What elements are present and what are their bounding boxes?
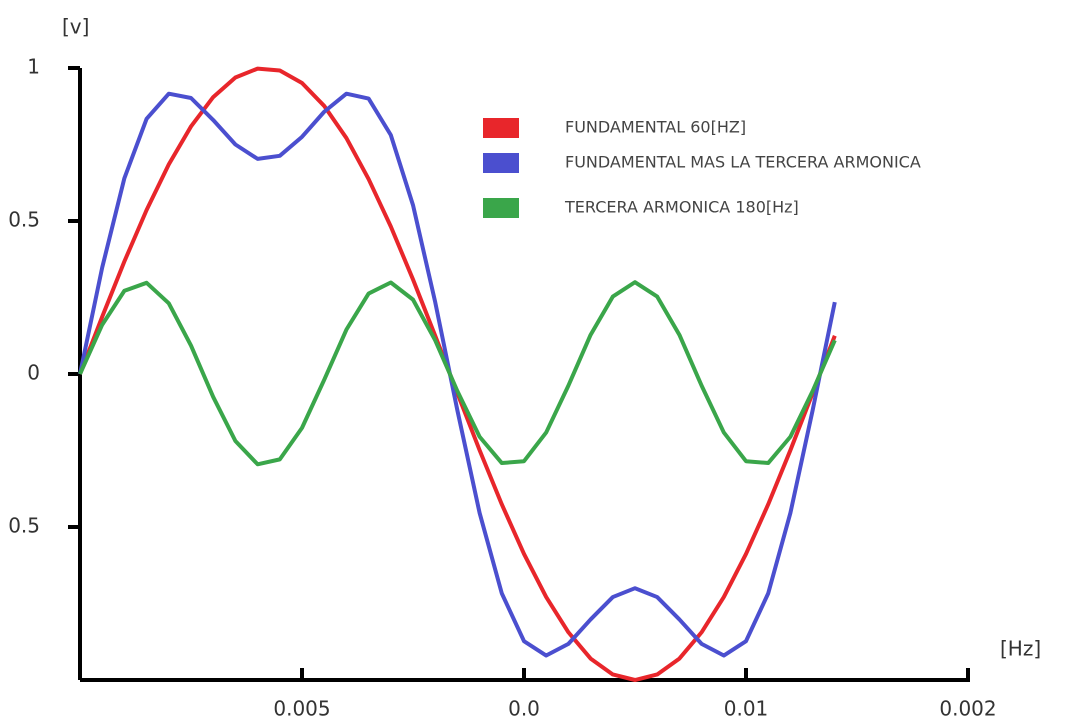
y-tick-label: 0 — [27, 361, 40, 385]
y-tick-label: 0.5 — [8, 208, 40, 232]
legend-label: FUNDAMENTAL MAS LA TERCERA ARMONICA — [565, 153, 921, 172]
legend-swatch — [483, 118, 519, 138]
x-tick-label: 0.005 — [273, 697, 330, 721]
y-tick-label: 1 — [27, 55, 40, 79]
legend-label: FUNDAMENTAL 60[HZ] — [565, 118, 746, 137]
x-axis-label: [Hz] — [1000, 637, 1041, 661]
legend-swatch — [483, 153, 519, 173]
x-tick-label: 0.01 — [724, 697, 769, 721]
legend-label: TERCERA ARMONICA 180[Hz] — [564, 198, 799, 217]
x-tick-label: 0.0 — [508, 697, 540, 721]
series-line — [78, 91, 837, 658]
x-tick-label: 0.002 — [939, 697, 996, 721]
y-tick-label: 0.5 — [8, 514, 40, 538]
legend-swatch — [483, 198, 519, 218]
series-line — [78, 280, 837, 467]
y-axis-label: [v] — [62, 15, 89, 39]
